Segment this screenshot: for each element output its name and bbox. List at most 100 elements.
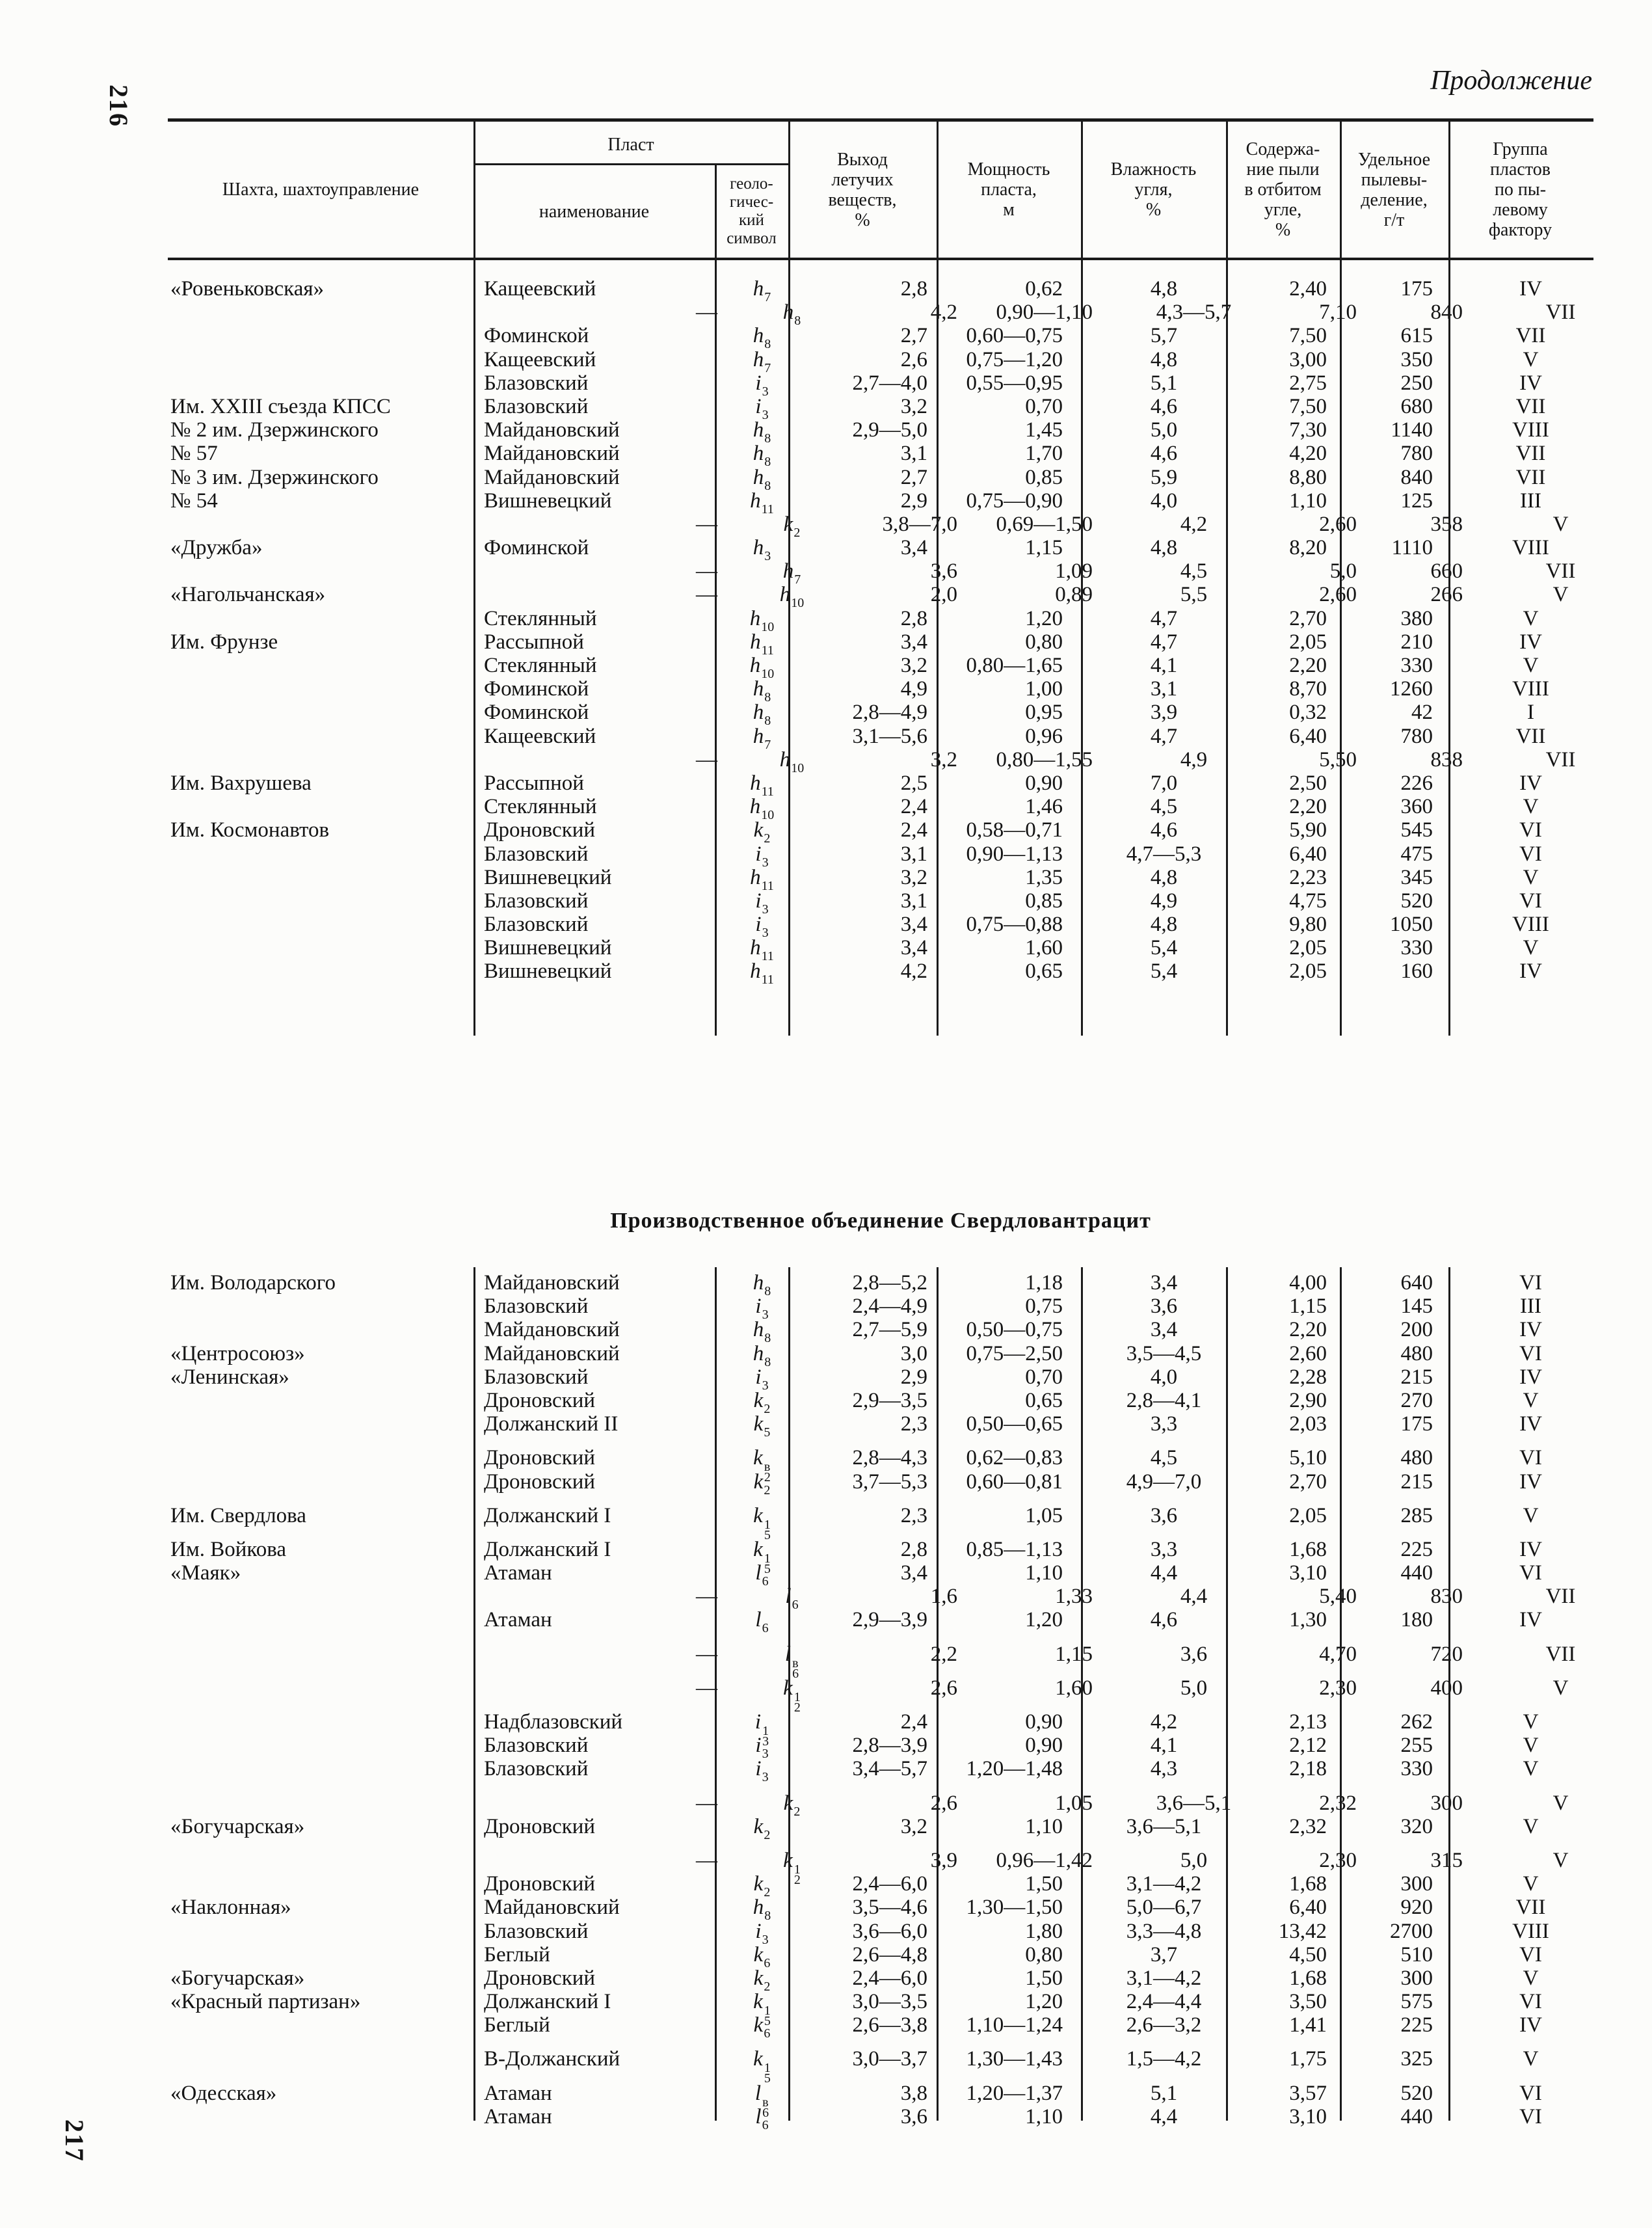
cell-moisture: 3,7 bbox=[1150, 1942, 1178, 1966]
cell-thickness: 0,90—1,13 bbox=[966, 842, 1063, 866]
table-row: — k2 2,6 1,05 3,6—5,1 2,32 300 V bbox=[168, 1792, 1593, 1819]
cell-moisture: 4,9 bbox=[1150, 889, 1178, 913]
cell-mine bbox=[168, 889, 476, 913]
cell-mine bbox=[168, 960, 476, 983]
symbol-base: k bbox=[753, 2013, 764, 2037]
cell-volatile: 3,2 bbox=[900, 394, 927, 418]
column-divider bbox=[1448, 1267, 1450, 2121]
symbol-base: h bbox=[753, 536, 764, 560]
cell-seam-name: Беглый bbox=[484, 2013, 550, 2037]
cell-seam-symbol: k2 bbox=[725, 1872, 799, 1900]
cell-dust: 2,75 bbox=[1289, 371, 1327, 395]
cell-volatile: 3,0—3,5 bbox=[852, 1990, 928, 2014]
symbol-base: k bbox=[753, 1503, 763, 1527]
cell-dust: 13,42 bbox=[1278, 1919, 1327, 1943]
header-divider bbox=[1226, 122, 1228, 258]
cell-dust: 1,68 bbox=[1289, 1537, 1327, 1561]
table-row: «Наклонная» Майдановский h8 3,5—4,6 1,30—1,5… bbox=[168, 1896, 1593, 1923]
cell-emission: 300 bbox=[1400, 1872, 1433, 1896]
cell-mine: № 57 bbox=[170, 442, 218, 466]
cell-mine bbox=[168, 913, 476, 936]
cell-seam-symbol: k12 bbox=[755, 1676, 829, 1714]
cell-volatile: 2,4—6,0 bbox=[852, 1966, 928, 1990]
cell-seam-name: Дроновский bbox=[484, 1470, 596, 1494]
symbol-base: h bbox=[753, 442, 764, 466]
cell-seam-name: — bbox=[696, 512, 717, 536]
column-divider bbox=[1226, 260, 1228, 1036]
cell-thickness: 0,95 bbox=[1025, 701, 1063, 725]
cell-thickness: 0,75—0,90 bbox=[966, 489, 1063, 513]
symbol-sub: 11 bbox=[761, 784, 774, 799]
cell-volatile: 2,8 bbox=[900, 606, 927, 630]
cell-group: IV bbox=[1519, 630, 1542, 654]
cell-moisture: 4,8 bbox=[1150, 913, 1178, 937]
cell-emission: 225 bbox=[1400, 2013, 1433, 2037]
symbol-base: k bbox=[753, 1872, 764, 1896]
symbol-sub: 2 bbox=[764, 1885, 771, 1900]
cell-emission: 520 bbox=[1400, 889, 1433, 913]
cell-seam-name: — bbox=[696, 1848, 717, 1872]
cell-volatile: 2,7 bbox=[900, 324, 927, 348]
cell-seam-name: Вишневецкий bbox=[484, 865, 612, 889]
cell-mine bbox=[168, 1318, 476, 1341]
cell-seam-symbol: h8 bbox=[725, 418, 799, 446]
cell-moisture: 4,4 bbox=[1180, 1585, 1208, 1609]
symbol-base: h bbox=[750, 630, 761, 654]
table-row: Блазовский i3 3,1 0,85 4,9 4,75 520 VI bbox=[168, 889, 1593, 917]
cell-emission: 510 bbox=[1400, 1942, 1433, 1966]
cell-mine bbox=[168, 1757, 476, 1780]
cell-thickness: 0,69—1,50 bbox=[996, 512, 1093, 536]
cell-thickness: 0,90 bbox=[1025, 1710, 1063, 1734]
symbol-sub: 7 bbox=[794, 572, 801, 587]
symbol-base: h bbox=[779, 583, 791, 607]
cell-dust: 1,68 bbox=[1289, 1872, 1327, 1896]
cell-seam-symbol: k2 bbox=[725, 818, 799, 846]
cell-volatile: 2,8—4,9 bbox=[852, 701, 928, 725]
cell-seam-symbol: h10 bbox=[755, 748, 829, 775]
cell-seam-name: Фоминской bbox=[484, 536, 589, 560]
cell-mine bbox=[168, 701, 476, 724]
cell-seam-name: Вишневецкий bbox=[484, 960, 612, 984]
table-row: Фоминской h8 4,9 1,00 3,1 8,70 1260 VIII bbox=[168, 677, 1593, 705]
cell-thickness: 0,75—1,20 bbox=[966, 347, 1063, 371]
symbol-sub: 11 bbox=[761, 949, 774, 964]
cell-seam-symbol: l6 bbox=[755, 1585, 829, 1612]
symbol-base: i bbox=[755, 1757, 762, 1781]
cell-emission: 226 bbox=[1400, 771, 1433, 795]
table-row: Фоминской h8 2,7 0,60—0,75 5,7 7,50 615 VII bbox=[168, 324, 1593, 351]
cell-emission: 640 bbox=[1400, 1271, 1433, 1295]
cell-mine bbox=[168, 1295, 476, 1318]
cell-volatile: 3,4 bbox=[900, 936, 927, 960]
cell-thickness: 0,60—0,81 bbox=[966, 1470, 1063, 1494]
cell-volatile: 2,8 bbox=[900, 277, 927, 301]
cell-group: VIII bbox=[1512, 677, 1549, 701]
cell-seam-symbol: h11 bbox=[725, 489, 799, 517]
cell-mine bbox=[168, 1446, 476, 1470]
continuation-label: Продолжение bbox=[1430, 66, 1592, 96]
cell-thickness: 1,30—1,43 bbox=[966, 2047, 1063, 2071]
cell-group: V bbox=[1523, 936, 1539, 960]
cell-group: IV bbox=[1519, 960, 1542, 984]
cell-seam-symbol: k2 bbox=[725, 1815, 799, 1842]
cell-thickness: 0,65 bbox=[1025, 960, 1063, 984]
cell-moisture: 4,6 bbox=[1150, 394, 1178, 418]
cell-dust: 2,30 bbox=[1319, 1676, 1357, 1700]
table-row: «Богучарская» Дроновский k2 3,2 1,10 3,6—5,1 2… bbox=[168, 1815, 1593, 1842]
cell-seam-symbol: h10 bbox=[725, 607, 799, 634]
cell-emission: 1260 bbox=[1390, 677, 1433, 701]
table-row: «Одесская» Атаман l в 6 3,8 1,20—1,37 5,1 3,57 52… bbox=[168, 2082, 1593, 2119]
cell-thickness: 0,70 bbox=[1025, 1365, 1063, 1389]
column-divider bbox=[788, 260, 790, 1036]
cell-seam-name: Вишневецкий bbox=[484, 936, 612, 960]
cell-emission: 330 bbox=[1400, 654, 1433, 677]
cell-seam-name: Майдановский bbox=[484, 1341, 620, 1365]
cell-dust: 1,30 bbox=[1289, 1608, 1327, 1632]
cell-group: V bbox=[1523, 1710, 1539, 1734]
symbol-sub: 11 bbox=[761, 973, 774, 987]
cell-group: I bbox=[1527, 701, 1534, 725]
cell-thickness: 0,80—1,55 bbox=[996, 747, 1093, 772]
header-divider bbox=[1081, 122, 1083, 258]
